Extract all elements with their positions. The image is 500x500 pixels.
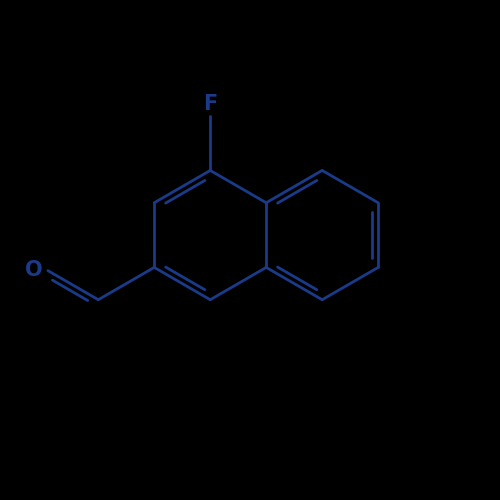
Text: O: O xyxy=(26,260,43,280)
Text: F: F xyxy=(203,94,218,114)
